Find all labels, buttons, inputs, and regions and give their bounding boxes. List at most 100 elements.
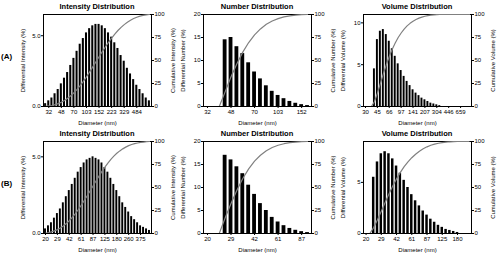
svg-text:25: 25: [315, 207, 322, 213]
svg-text:0: 0: [315, 103, 319, 109]
svg-text:75: 75: [475, 161, 482, 167]
svg-text:Differential Number (%): Differential Number (%): [180, 156, 186, 219]
svg-text:152: 152: [94, 109, 105, 115]
svg-text:446: 446: [444, 109, 455, 115]
svg-text:87: 87: [424, 236, 431, 242]
svg-text:0: 0: [155, 103, 159, 109]
svg-text:223: 223: [107, 109, 118, 115]
svg-text:125: 125: [437, 236, 448, 242]
svg-text:97: 97: [398, 109, 405, 115]
svg-text:Diameter (nm): Diameter (nm): [398, 247, 436, 253]
svg-text:180: 180: [452, 236, 463, 242]
svg-text:Differential Intensity (%): Differential Intensity (%): [20, 29, 26, 93]
svg-text:0: 0: [197, 103, 201, 109]
svg-text:5.0: 5.0: [32, 33, 41, 39]
svg-text:20: 20: [204, 236, 211, 242]
svg-text:Diameter (nm): Diameter (nm): [398, 120, 436, 126]
svg-text:Cumulative Volume (%): Cumulative Volume (%): [490, 29, 496, 92]
svg-text:103: 103: [273, 109, 284, 115]
svg-text:61: 61: [408, 236, 415, 242]
svg-text:75: 75: [315, 161, 322, 167]
svg-text:5: 5: [357, 179, 361, 185]
svg-text:75: 75: [155, 161, 162, 167]
svg-text:20: 20: [194, 11, 201, 17]
svg-text:50: 50: [475, 57, 482, 63]
svg-text:66: 66: [386, 109, 393, 115]
svg-text:48: 48: [58, 109, 65, 115]
svg-text:15: 15: [194, 161, 201, 167]
svg-text:0.0: 0.0: [32, 103, 41, 109]
svg-text:20: 20: [42, 236, 49, 242]
svg-text:15: 15: [194, 34, 201, 40]
svg-text:0: 0: [197, 230, 201, 236]
svg-text:25: 25: [155, 207, 162, 213]
svg-text:0: 0: [315, 230, 319, 236]
svg-text:50: 50: [475, 184, 482, 190]
svg-text:5: 5: [197, 80, 201, 86]
svg-text:141: 141: [408, 109, 419, 115]
svg-text:Diameter (nm): Diameter (nm): [238, 120, 276, 126]
svg-text:32: 32: [204, 109, 211, 115]
svg-text:42: 42: [393, 236, 400, 242]
svg-text:5.0: 5.0: [32, 154, 41, 160]
svg-text:Cumulative Number (%): Cumulative Number (%): [330, 155, 336, 219]
svg-text:5: 5: [357, 62, 361, 68]
svg-text:100: 100: [475, 11, 486, 17]
svg-text:75: 75: [155, 34, 162, 40]
svg-text:Differential Volume (%): Differential Volume (%): [340, 30, 346, 91]
svg-text:10: 10: [194, 57, 201, 63]
svg-text:29: 29: [228, 236, 235, 242]
svg-text:61: 61: [78, 236, 85, 242]
svg-text:375: 375: [136, 236, 147, 242]
svg-text:10: 10: [354, 20, 361, 26]
svg-text:70: 70: [71, 109, 78, 115]
svg-text:0: 0: [357, 103, 361, 109]
svg-text:25: 25: [475, 80, 482, 86]
svg-text:260: 260: [124, 236, 135, 242]
svg-text:50: 50: [155, 184, 162, 190]
svg-text:87: 87: [90, 236, 97, 242]
svg-text:75: 75: [315, 34, 322, 40]
svg-text:659: 659: [456, 109, 467, 115]
svg-text:180: 180: [112, 236, 123, 242]
svg-text:10: 10: [194, 184, 201, 190]
svg-text:100: 100: [315, 138, 326, 144]
svg-text:0: 0: [155, 230, 159, 236]
svg-text:45: 45: [374, 109, 381, 115]
svg-text:329: 329: [119, 109, 130, 115]
svg-text:29: 29: [378, 236, 385, 242]
svg-text:484: 484: [132, 109, 143, 115]
svg-text:25: 25: [475, 207, 482, 213]
svg-text:Cumulative Volume (%): Cumulative Volume (%): [490, 156, 496, 219]
svg-text:75: 75: [475, 34, 482, 40]
svg-text:Diameter (nm): Diameter (nm): [238, 247, 276, 253]
svg-text:20: 20: [363, 236, 370, 242]
svg-text:Cumulative Number (%): Cumulative Number (%): [330, 28, 336, 92]
svg-text:100: 100: [475, 138, 486, 144]
svg-text:42: 42: [66, 236, 73, 242]
svg-text:50: 50: [315, 184, 322, 190]
svg-text:48: 48: [228, 109, 235, 115]
svg-text:30: 30: [362, 109, 369, 115]
svg-text:304: 304: [432, 109, 443, 115]
svg-text:50: 50: [315, 57, 322, 63]
svg-text:50: 50: [155, 57, 162, 63]
svg-text:Diameter (nm): Diameter (nm): [78, 120, 116, 126]
svg-text:Differential Number (%): Differential Number (%): [180, 29, 186, 92]
svg-text:0.0: 0.0: [32, 230, 41, 236]
svg-text:25: 25: [315, 80, 322, 86]
svg-text:103: 103: [81, 109, 92, 115]
svg-text:25: 25: [155, 80, 162, 86]
svg-text:207: 207: [420, 109, 431, 115]
svg-text:100: 100: [315, 11, 326, 17]
svg-text:125: 125: [100, 236, 111, 242]
svg-text:Cumulative Intensity (%): Cumulative Intensity (%): [170, 28, 176, 93]
svg-text:152: 152: [297, 109, 308, 115]
svg-text:32: 32: [45, 109, 52, 115]
svg-text:0: 0: [475, 103, 479, 109]
svg-text:100: 100: [155, 11, 166, 17]
svg-text:70: 70: [251, 109, 258, 115]
svg-text:87: 87: [298, 236, 305, 242]
svg-text:61: 61: [275, 236, 282, 242]
svg-text:5: 5: [197, 207, 201, 213]
